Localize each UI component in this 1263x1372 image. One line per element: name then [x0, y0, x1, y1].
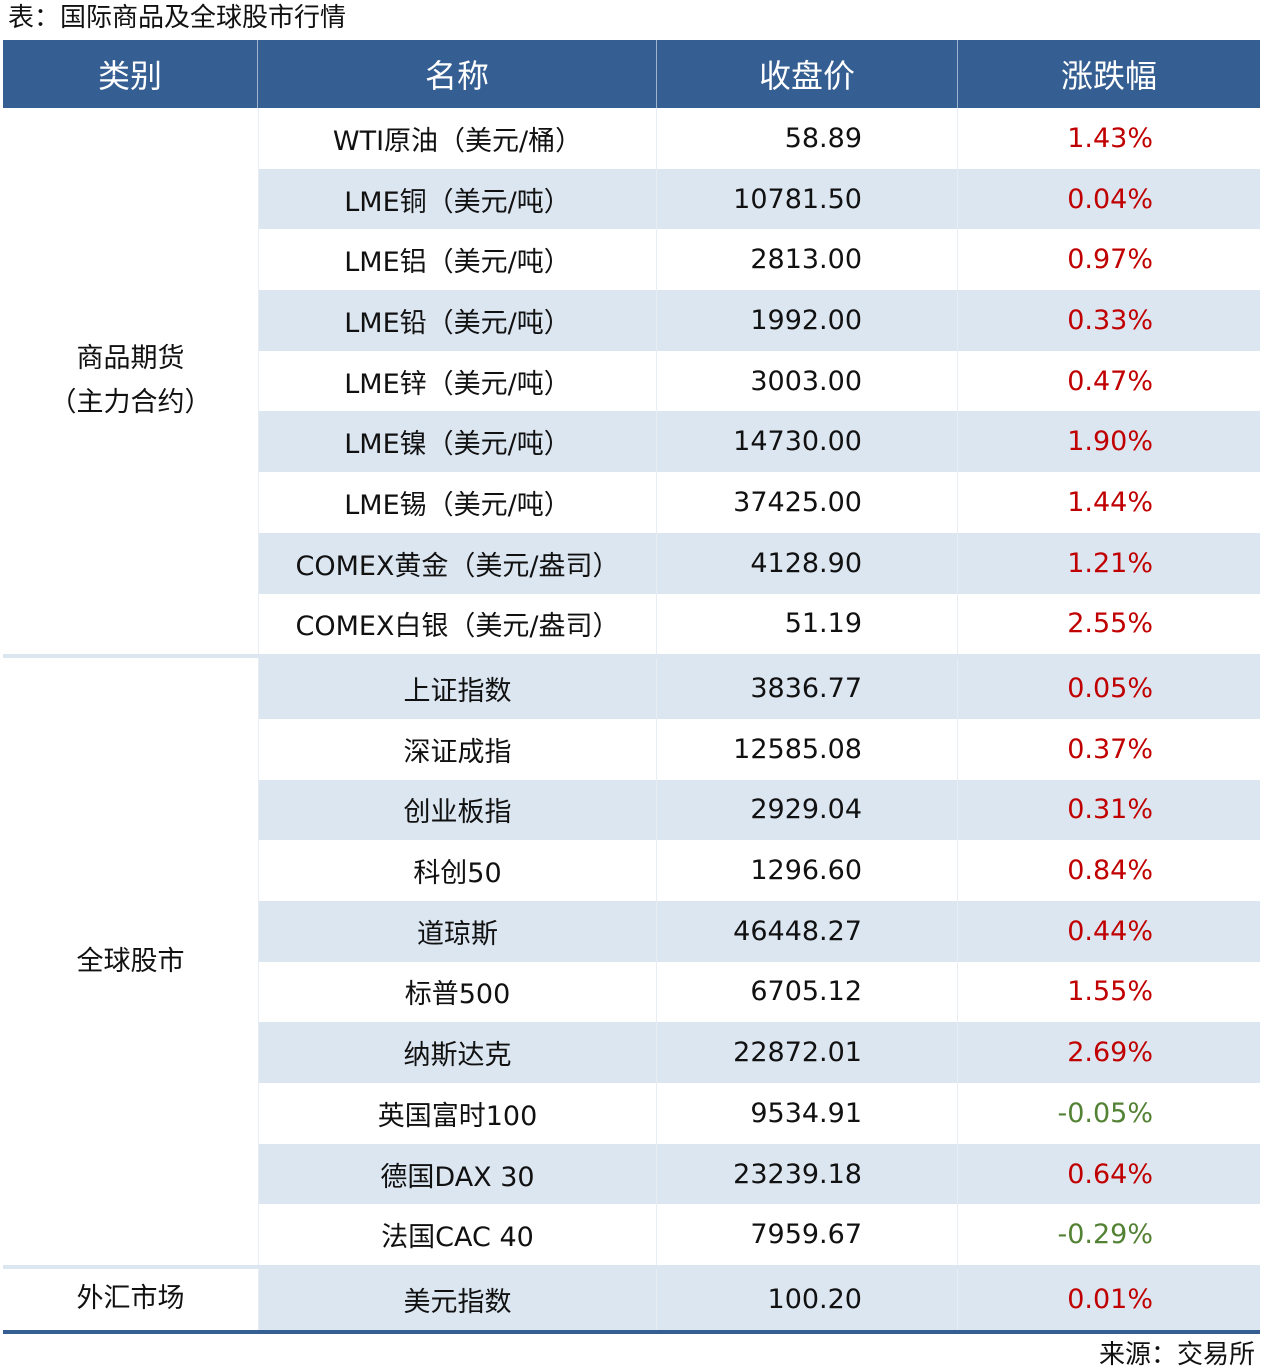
- name-cell: LME铝（美元/吨）: [258, 229, 657, 291]
- name-cell: COMEX黄金（美元/盎司）: [258, 532, 657, 594]
- close-cell: 22872.01: [657, 1022, 958, 1083]
- change-cell: 2.55%: [1067, 608, 1153, 640]
- name-cell: 创业板指: [258, 779, 657, 841]
- close-cell: 2929.04: [657, 779, 958, 841]
- change-cell: 1.90%: [1067, 426, 1153, 458]
- header-category: 类别: [3, 40, 258, 108]
- change-cell: 1.43%: [1067, 122, 1153, 154]
- name-cell: LME锡（美元/吨）: [258, 472, 657, 533]
- table-row: 上证指数 3836.77 0.05%: [258, 658, 1260, 719]
- category-cell: 外汇市场: [3, 1269, 258, 1330]
- close-cell: 100.20: [657, 1269, 958, 1330]
- change-cell: 0.33%: [1067, 304, 1153, 336]
- change-cell: 0.04%: [1067, 183, 1153, 215]
- table-row: 英国富时100 9534.91 -0.05%: [258, 1083, 1260, 1144]
- change-cell: 0.84%: [1067, 855, 1153, 887]
- table-row: LME锡（美元/吨） 37425.00 1.44%: [258, 472, 1260, 533]
- close-cell: 14730.00: [657, 411, 958, 473]
- header-change: 涨跌幅: [1060, 57, 1157, 95]
- table-row: 创业板指 2929.04 0.31%: [258, 779, 1260, 841]
- close-cell: 1992.00: [657, 290, 958, 351]
- change-cell: 0.64%: [1067, 1158, 1153, 1190]
- close-cell: 10781.50: [657, 168, 958, 230]
- close-cell: 7959.67: [657, 1204, 958, 1266]
- change-cell: 1.55%: [1067, 976, 1153, 1008]
- table-group: 外汇市场 美元指数 100.20 0.01%: [3, 1269, 1260, 1330]
- close-cell: 46448.27: [657, 900, 958, 962]
- table-row: 标普500 6705.12 1.55%: [258, 961, 1260, 1023]
- close-cell: 3836.77: [657, 658, 958, 719]
- close-cell: 2813.00: [657, 229, 958, 291]
- category-cell: 全球股市: [3, 658, 258, 1266]
- table-body: 商品期货 （主力合约） WTI原油（美元/桶） 58.89 1.43% LME铜（美元/吨…: [3, 108, 1260, 1330]
- market-table: 类别 名称 收盘价 涨跌幅 商品期货 （主力合约） WTI原油（美元/桶） 58.89…: [3, 40, 1260, 1334]
- header-close: 收盘价: [657, 40, 958, 108]
- name-cell: 美元指数: [258, 1269, 657, 1330]
- group-separator: [3, 654, 1260, 659]
- name-cell: LME镍（美元/吨）: [258, 411, 657, 473]
- close-cell: 3003.00: [657, 350, 958, 412]
- change-cell: -0.29%: [1057, 1219, 1153, 1251]
- change-cell: 0.31%: [1067, 794, 1153, 826]
- name-cell: COMEX白银（美元/盎司）: [258, 593, 657, 655]
- change-cell: 0.05%: [1067, 673, 1153, 705]
- change-cell: 1.21%: [1067, 547, 1153, 579]
- name-cell: 英国富时100: [258, 1083, 657, 1144]
- close-cell: 6705.12: [657, 961, 958, 1023]
- name-cell: LME铜（美元/吨）: [258, 168, 657, 230]
- close-cell: 58.89: [657, 108, 958, 169]
- table-row: 纳斯达克 22872.01 2.69%: [258, 1022, 1260, 1083]
- category-cell: 商品期货 （主力合约）: [3, 108, 258, 655]
- name-cell: 上证指数: [258, 658, 657, 719]
- name-cell: WTI原油（美元/桶）: [258, 108, 657, 169]
- source-note: 来源：交易所: [1098, 1340, 1255, 1370]
- table-row: 德国DAX 30 23239.18 0.64%: [258, 1143, 1260, 1205]
- name-cell: LME铅（美元/吨）: [258, 290, 657, 351]
- name-cell: 科创50: [258, 840, 657, 901]
- close-cell: 51.19: [657, 593, 958, 655]
- table-group: 全球股市 上证指数 3836.77 0.05% 深证成指 12585.08 0.37% 创业板…: [3, 658, 1260, 1266]
- change-cell: 2.69%: [1067, 1037, 1153, 1069]
- table-row: WTI原油（美元/桶） 58.89 1.43%: [258, 108, 1260, 169]
- close-cell: 37425.00: [657, 472, 958, 533]
- change-cell: 0.37%: [1067, 733, 1153, 765]
- table-group: 商品期货 （主力合约） WTI原油（美元/桶） 58.89 1.43% LME铜（美元/吨…: [3, 108, 1260, 655]
- name-cell: 纳斯达克: [258, 1022, 657, 1083]
- table-row: 深证成指 12585.08 0.37%: [258, 718, 1260, 780]
- close-cell: 1296.60: [657, 840, 958, 901]
- change-cell: 0.01%: [1067, 1283, 1153, 1315]
- table-header: 类别 名称 收盘价 涨跌幅: [3, 40, 1260, 108]
- change-cell: -0.05%: [1057, 1097, 1153, 1129]
- table-row: 道琼斯 46448.27 0.44%: [258, 900, 1260, 962]
- table-row: 法国CAC 40 7959.67 -0.29%: [258, 1204, 1260, 1266]
- table-row: COMEX黄金（美元/盎司） 4128.90 1.21%: [258, 532, 1260, 594]
- close-cell: 12585.08: [657, 718, 958, 780]
- close-cell: 9534.91: [657, 1083, 958, 1144]
- table-bottom-border: [3, 1329, 1260, 1334]
- table-row: LME锌（美元/吨） 3003.00 0.47%: [258, 350, 1260, 412]
- change-cell: 0.97%: [1067, 244, 1153, 276]
- close-cell: 23239.18: [657, 1143, 958, 1205]
- name-cell: 深证成指: [258, 718, 657, 780]
- change-cell: 0.44%: [1067, 915, 1153, 947]
- change-cell: 0.47%: [1067, 365, 1153, 397]
- table-row: LME铝（美元/吨） 2813.00 0.97%: [258, 229, 1260, 291]
- name-cell: 标普500: [258, 961, 657, 1023]
- close-cell: 4128.90: [657, 532, 958, 594]
- table-row: 科创50 1296.60 0.84%: [258, 840, 1260, 901]
- table-row: COMEX白银（美元/盎司） 51.19 2.55%: [258, 593, 1260, 655]
- name-cell: 法国CAC 40: [258, 1204, 657, 1266]
- name-cell: 德国DAX 30: [258, 1143, 657, 1205]
- change-cell: 1.44%: [1067, 486, 1153, 518]
- name-cell: LME锌（美元/吨）: [258, 350, 657, 412]
- name-cell: 道琼斯: [258, 900, 657, 962]
- table-title: 表：国际商品及全球股市行情: [8, 3, 347, 33]
- table-row: LME镍（美元/吨） 14730.00 1.90%: [258, 411, 1260, 473]
- table-row: LME铅（美元/吨） 1992.00 0.33%: [258, 290, 1260, 351]
- table-row: LME铜（美元/吨） 10781.50 0.04%: [258, 168, 1260, 230]
- header-name: 名称: [258, 40, 657, 108]
- table-row: 美元指数 100.20 0.01%: [258, 1269, 1260, 1330]
- group-separator: [3, 1265, 1260, 1270]
